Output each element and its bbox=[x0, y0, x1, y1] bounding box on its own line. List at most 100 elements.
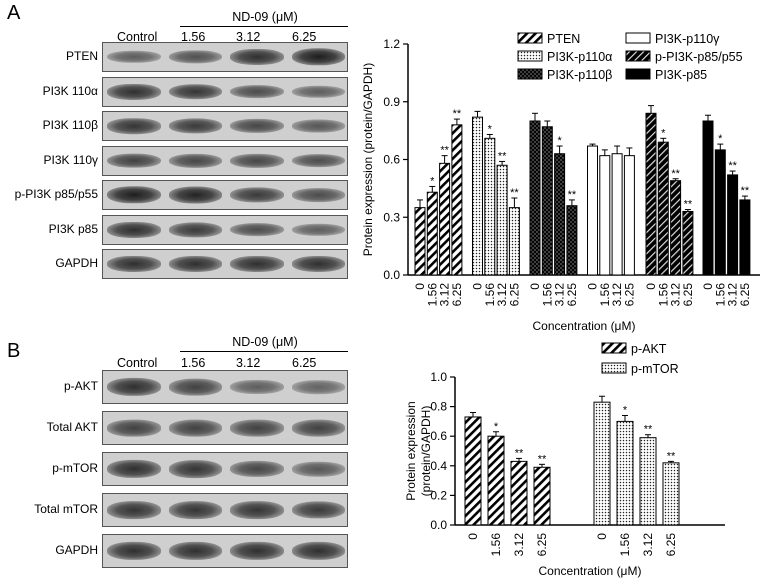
significance-mark: ** bbox=[671, 168, 680, 180]
blot-band bbox=[107, 459, 161, 479]
blot-label-total-akt: Total AKT bbox=[46, 420, 98, 434]
panel-b-bar-chart: 0.0 0.2 0.4 0.6 0.8 1.0 Protein expression (pro… bbox=[404, 342, 725, 578]
blot-strip bbox=[102, 111, 348, 141]
blot-band bbox=[291, 223, 345, 236]
blot-strip bbox=[102, 452, 348, 486]
blot-band bbox=[107, 186, 161, 204]
bar bbox=[496, 164, 508, 276]
y-tick-label: 0.2 bbox=[430, 488, 447, 502]
blot-band bbox=[230, 379, 284, 395]
panel-b-letter: B bbox=[7, 340, 21, 362]
significance-mark: ** bbox=[498, 150, 507, 162]
blot-band bbox=[107, 221, 161, 238]
x-tick-label: 1.56 bbox=[483, 283, 497, 307]
y-tick-label: 0.0 bbox=[430, 518, 447, 532]
x-tick-label: 0 bbox=[701, 283, 715, 290]
blot-label-p-pi3k-p85-p55: p-PI3K p85/p55 bbox=[14, 187, 98, 201]
y-tick-label: 0.0 bbox=[383, 268, 400, 282]
significance-mark: ** bbox=[440, 145, 449, 157]
legend-label: PI3K-p85 bbox=[655, 68, 707, 82]
y-tick-label: 1.2 bbox=[383, 37, 400, 51]
x-tick-label: 3.12 bbox=[553, 283, 567, 307]
blot-band bbox=[107, 255, 161, 273]
bar bbox=[623, 155, 635, 276]
blot-band bbox=[291, 461, 345, 477]
panel-a-dose-3: 6.25 bbox=[292, 30, 317, 44]
x-axis-label: Concentration (μM) bbox=[539, 564, 642, 578]
blot-strip bbox=[102, 145, 348, 176]
legend-label: p-PI3K-p85/p55 bbox=[655, 50, 743, 64]
y-axis-label: Protein expression bbox=[404, 401, 418, 500]
bar bbox=[533, 466, 551, 526]
bar bbox=[611, 153, 623, 276]
x-tick-label: 0 bbox=[413, 283, 427, 290]
bar bbox=[682, 210, 694, 276]
x-tick-label: 0 bbox=[595, 533, 609, 540]
blot-label-total-mtor: Total mTOR bbox=[34, 502, 98, 516]
blot-band bbox=[107, 50, 161, 64]
significance-mark: ** bbox=[667, 450, 676, 462]
significance-mark: * bbox=[430, 175, 435, 187]
panel-a-dose-2: 3.12 bbox=[236, 30, 261, 44]
y-tick-label: 0.3 bbox=[383, 210, 400, 224]
blot-band bbox=[230, 48, 284, 66]
significance-mark: * bbox=[494, 421, 499, 433]
blot-band bbox=[230, 419, 284, 437]
bar bbox=[484, 137, 496, 276]
bar bbox=[426, 191, 438, 276]
blot-band bbox=[168, 419, 222, 437]
bar bbox=[739, 199, 751, 276]
significance-mark: ** bbox=[568, 189, 577, 201]
blot-band bbox=[107, 419, 161, 437]
legend-swatch bbox=[601, 362, 627, 374]
blot-band bbox=[168, 83, 222, 100]
legend-label: PTEN bbox=[547, 32, 580, 46]
significance-mark: * bbox=[488, 123, 493, 135]
blot-band bbox=[230, 255, 284, 273]
panel-b-dose-1: 1.56 bbox=[181, 356, 206, 370]
blot-label-pi3k-110-: PI3K 110γ bbox=[43, 152, 98, 167]
bar bbox=[451, 124, 463, 276]
bar bbox=[587, 145, 598, 276]
bar bbox=[487, 435, 505, 526]
significance-mark: ** bbox=[684, 199, 693, 211]
blot-band bbox=[168, 221, 222, 238]
bar bbox=[714, 149, 726, 276]
bar bbox=[616, 420, 634, 526]
y-tick-label: 0.8 bbox=[430, 400, 447, 414]
panel-b-dose-3: 6.25 bbox=[292, 356, 317, 370]
significance-mark: ** bbox=[510, 187, 519, 199]
blot-label-pi3k-p85: PI3K p85 bbox=[48, 221, 98, 236]
significance-mark: ** bbox=[741, 185, 750, 197]
x-tick-label: 1.56 bbox=[656, 283, 670, 307]
legend-label: p-mTOR bbox=[631, 362, 679, 376]
panel-b-dose-2: 3.12 bbox=[236, 356, 261, 370]
x-tick-label: 6.25 bbox=[565, 283, 579, 307]
legend-label: PI3K-p110γ bbox=[655, 32, 720, 46]
blot-band bbox=[168, 50, 222, 64]
bar bbox=[508, 207, 520, 276]
blot-band bbox=[291, 85, 345, 98]
x-tick-label: 6.25 bbox=[738, 283, 752, 307]
y-axis-label: (protein/GAPDH) bbox=[419, 406, 433, 497]
panel-a-treatment-line bbox=[180, 26, 348, 27]
bar bbox=[702, 120, 714, 276]
x-tick-label: 6.25 bbox=[622, 283, 636, 307]
bar bbox=[541, 126, 553, 276]
blot-band bbox=[168, 541, 222, 561]
blot-band bbox=[168, 501, 222, 519]
panel-b-treatment-line bbox=[180, 351, 348, 352]
blot-band bbox=[230, 187, 284, 203]
x-tick-label: 6.25 bbox=[664, 533, 678, 557]
blot-label-gapdh: GAPDH bbox=[55, 256, 98, 270]
blot-label-gapdh: GAPDH bbox=[55, 543, 98, 557]
x-tick-label: 6.25 bbox=[535, 533, 549, 557]
x-tick-label: 0 bbox=[466, 533, 480, 540]
legend-swatch bbox=[625, 32, 651, 44]
significance-mark: * bbox=[661, 127, 666, 139]
x-tick-label: 3.12 bbox=[512, 533, 526, 557]
bar bbox=[439, 162, 451, 276]
x-tick-label: 1.56 bbox=[713, 283, 727, 307]
bar bbox=[464, 416, 482, 526]
y-tick-label: 0.6 bbox=[430, 429, 447, 443]
